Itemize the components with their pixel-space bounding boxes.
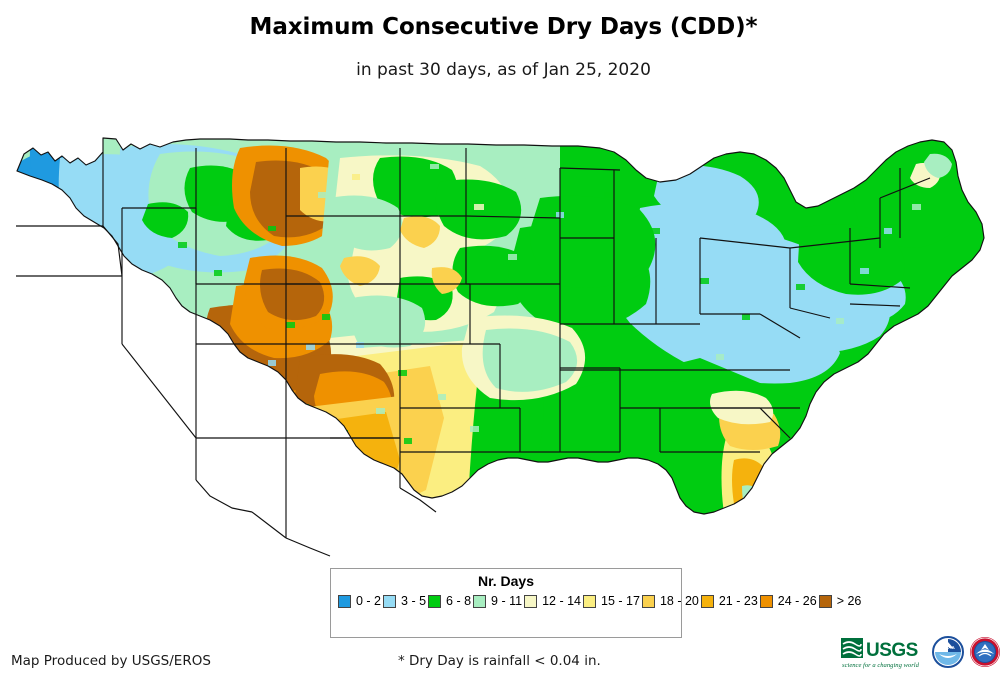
- dry-day-footnote: * Dry Day is rainfall < 0.04 in.: [398, 653, 601, 669]
- svg-text:science for a changing world: science for a changing world: [842, 662, 920, 669]
- map-legend: Nr. Days 0 - 2 3 - 5 6 - 8 9 - 11 12 - 1…: [330, 568, 861, 638]
- legend-swatch-icon: [759, 594, 773, 608]
- legend-title: Nr. Days: [477, 573, 535, 589]
- map-svg: [16, 137, 985, 557]
- legend-item-12-14[interactable]: 12 - 14: [524, 592, 581, 610]
- legend-swatch-icon: [583, 594, 597, 608]
- state-boundaries: [16, 137, 985, 557]
- legend-swatch-icon: [428, 594, 442, 608]
- legend-swatch-icon: [700, 594, 714, 608]
- page-title: Maximum Consecutive Dry Days (CDD)*: [249, 14, 758, 40]
- noaa-logo[interactable]: NOAA: [932, 636, 964, 668]
- legend-label: 6 - 8: [446, 594, 472, 608]
- legend-items: 0 - 2 3 - 5 6 - 8 9 - 11 12 - 14 15 - 17: [331, 592, 861, 610]
- legend-item-24-26[interactable]: 24 - 26: [759, 592, 817, 610]
- legend-label: 0 - 2: [356, 594, 382, 608]
- legend-label: 18 - 20: [659, 594, 699, 608]
- legend-item-9-11[interactable]: 9 - 11: [473, 592, 522, 610]
- legend-item-15-17[interactable]: 15 - 17: [583, 592, 640, 610]
- legend-item-6-8[interactable]: 6 - 8: [428, 592, 471, 610]
- legend-item-0-2[interactable]: 0 - 2: [338, 592, 381, 610]
- legend-item-gt26[interactable]: > 26: [818, 592, 862, 610]
- legend-swatch-icon: [524, 594, 538, 608]
- legend-swatch-icon: [641, 594, 655, 608]
- legend-item-18-20[interactable]: 18 - 20: [641, 592, 699, 610]
- legend-item-3-5[interactable]: 3 - 5: [383, 592, 426, 610]
- legend-label: 3 - 5: [401, 594, 427, 608]
- legend-label: 24 - 26: [777, 594, 817, 608]
- cdd-raster-layer: [17, 138, 984, 514]
- legend-label: 21 - 23: [718, 594, 758, 608]
- map-credit-text: Map Produced by USGS/EROS: [11, 653, 211, 669]
- legend-swatch-icon: [383, 594, 397, 608]
- legend-label: 9 - 11: [491, 594, 523, 608]
- legend-item-21-23[interactable]: 21 - 23: [700, 592, 758, 610]
- svg-text:NOAA: NOAA: [941, 645, 955, 650]
- nws-logo[interactable]: [969, 636, 1001, 668]
- legend-swatch-icon: [338, 594, 351, 608]
- legend-label: 12 - 14: [542, 594, 582, 608]
- agency-logos: USGS science for a changing world NOAA: [840, 636, 1000, 678]
- cdd-choropleth-map: [0, 108, 1007, 558]
- legend-label: 15 - 17: [601, 594, 640, 608]
- legend-swatch-icon: [818, 594, 832, 608]
- usgs-logo[interactable]: USGS science for a changing world: [840, 636, 926, 670]
- legend-swatch-icon: [473, 594, 487, 608]
- svg-text:USGS: USGS: [866, 640, 918, 661]
- page-subtitle: in past 30 days, as of Jan 25, 2020: [356, 60, 651, 80]
- legend-label: > 26: [836, 594, 862, 608]
